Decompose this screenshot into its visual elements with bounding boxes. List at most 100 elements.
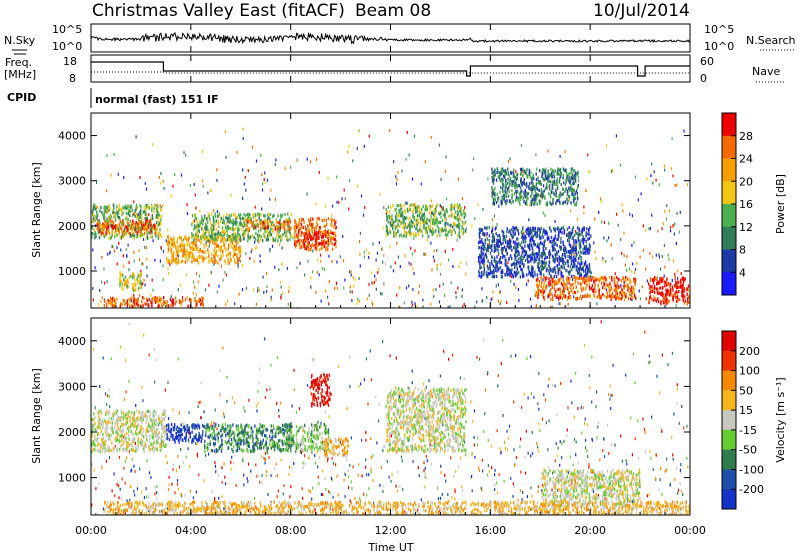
speckle bbox=[274, 197, 276, 201]
data-cell bbox=[550, 167, 552, 171]
data-cell bbox=[569, 236, 571, 240]
data-cell bbox=[423, 212, 425, 216]
data-cell bbox=[648, 282, 650, 286]
speckle bbox=[430, 135, 432, 139]
data-cell bbox=[280, 235, 283, 239]
data-cell bbox=[402, 234, 404, 238]
data-cell bbox=[215, 222, 217, 226]
speckle bbox=[145, 187, 148, 191]
data-cell bbox=[238, 222, 241, 226]
data-cell bbox=[258, 229, 260, 233]
data-cell bbox=[591, 284, 593, 288]
data-cell bbox=[329, 236, 331, 240]
data-cell bbox=[545, 277, 547, 281]
data-cell bbox=[284, 231, 286, 235]
data-cell bbox=[518, 200, 521, 204]
speckle bbox=[396, 293, 398, 297]
data-cell bbox=[557, 226, 559, 230]
data-cell bbox=[94, 207, 96, 211]
data-cell bbox=[160, 207, 163, 212]
speckle bbox=[655, 178, 657, 182]
data-cell bbox=[511, 184, 513, 188]
data-cell bbox=[494, 227, 497, 231]
speckle bbox=[214, 243, 216, 247]
data-cell bbox=[217, 220, 219, 224]
data-cell bbox=[596, 295, 598, 299]
speckle bbox=[587, 251, 589, 255]
data-cell bbox=[243, 221, 245, 225]
data-cell bbox=[552, 180, 554, 184]
data-cell bbox=[394, 219, 397, 223]
data-cell bbox=[401, 214, 403, 218]
data-cell bbox=[195, 244, 197, 248]
data-cell bbox=[433, 208, 435, 212]
data-cell bbox=[550, 288, 552, 292]
data-cell bbox=[545, 230, 547, 234]
data-cell bbox=[245, 228, 247, 232]
data-cell bbox=[423, 214, 426, 218]
cpid-value: normal (fast) 151 IF bbox=[95, 93, 219, 106]
speckle bbox=[558, 302, 560, 306]
speckle bbox=[597, 289, 599, 293]
data-cell bbox=[519, 186, 522, 190]
speckle bbox=[142, 282, 144, 286]
data-cell bbox=[562, 242, 564, 247]
data-cell bbox=[521, 272, 524, 276]
data-cell bbox=[575, 239, 577, 243]
data-cell bbox=[134, 214, 136, 218]
data-cell bbox=[518, 241, 520, 245]
data-cell bbox=[197, 235, 199, 239]
data-cell bbox=[481, 238, 483, 242]
data-cell bbox=[478, 240, 481, 244]
data-cell bbox=[172, 301, 175, 305]
data-cell bbox=[100, 223, 102, 227]
data-cell bbox=[576, 253, 578, 257]
data-cell bbox=[409, 226, 411, 230]
speckle bbox=[588, 170, 590, 174]
data-cell bbox=[331, 247, 334, 251]
data-cell bbox=[536, 273, 539, 277]
speckle bbox=[185, 153, 187, 157]
data-cell bbox=[594, 282, 596, 286]
speckle bbox=[271, 298, 273, 302]
data-cell bbox=[318, 228, 320, 232]
data-cell bbox=[100, 228, 102, 232]
data-cell bbox=[240, 248, 242, 252]
data-cell bbox=[537, 228, 539, 232]
data-cell bbox=[556, 185, 559, 189]
speckle bbox=[372, 282, 374, 286]
speckle bbox=[390, 265, 392, 269]
data-cell bbox=[684, 299, 687, 303]
nsearch-tick-bottom: 10^0 bbox=[704, 40, 734, 53]
data-cell bbox=[98, 219, 100, 223]
data-cell bbox=[153, 206, 155, 210]
data-cell bbox=[463, 222, 466, 226]
data-cell bbox=[108, 216, 110, 220]
data-cell bbox=[687, 284, 690, 288]
speckle bbox=[449, 305, 451, 308]
data-cell bbox=[578, 243, 580, 247]
data-cell bbox=[197, 299, 200, 303]
data-cell bbox=[230, 238, 232, 242]
data-cell bbox=[514, 247, 517, 251]
data-cell bbox=[124, 275, 127, 279]
speckle bbox=[670, 167, 673, 171]
data-cell bbox=[618, 277, 620, 281]
data-cell bbox=[445, 233, 448, 237]
data-cell bbox=[137, 212, 139, 216]
data-cell bbox=[413, 203, 415, 207]
data-cell bbox=[649, 276, 652, 281]
data-cell bbox=[182, 243, 184, 247]
data-cell bbox=[589, 287, 591, 291]
data-cell bbox=[113, 211, 115, 215]
speckle bbox=[331, 259, 333, 263]
speckle bbox=[107, 252, 109, 256]
data-cell bbox=[494, 259, 496, 263]
speckle bbox=[350, 273, 352, 277]
data-cell bbox=[172, 244, 175, 248]
speckle bbox=[368, 282, 370, 286]
data-cell bbox=[114, 216, 117, 220]
speckle bbox=[401, 169, 403, 173]
data-cell bbox=[298, 217, 300, 222]
